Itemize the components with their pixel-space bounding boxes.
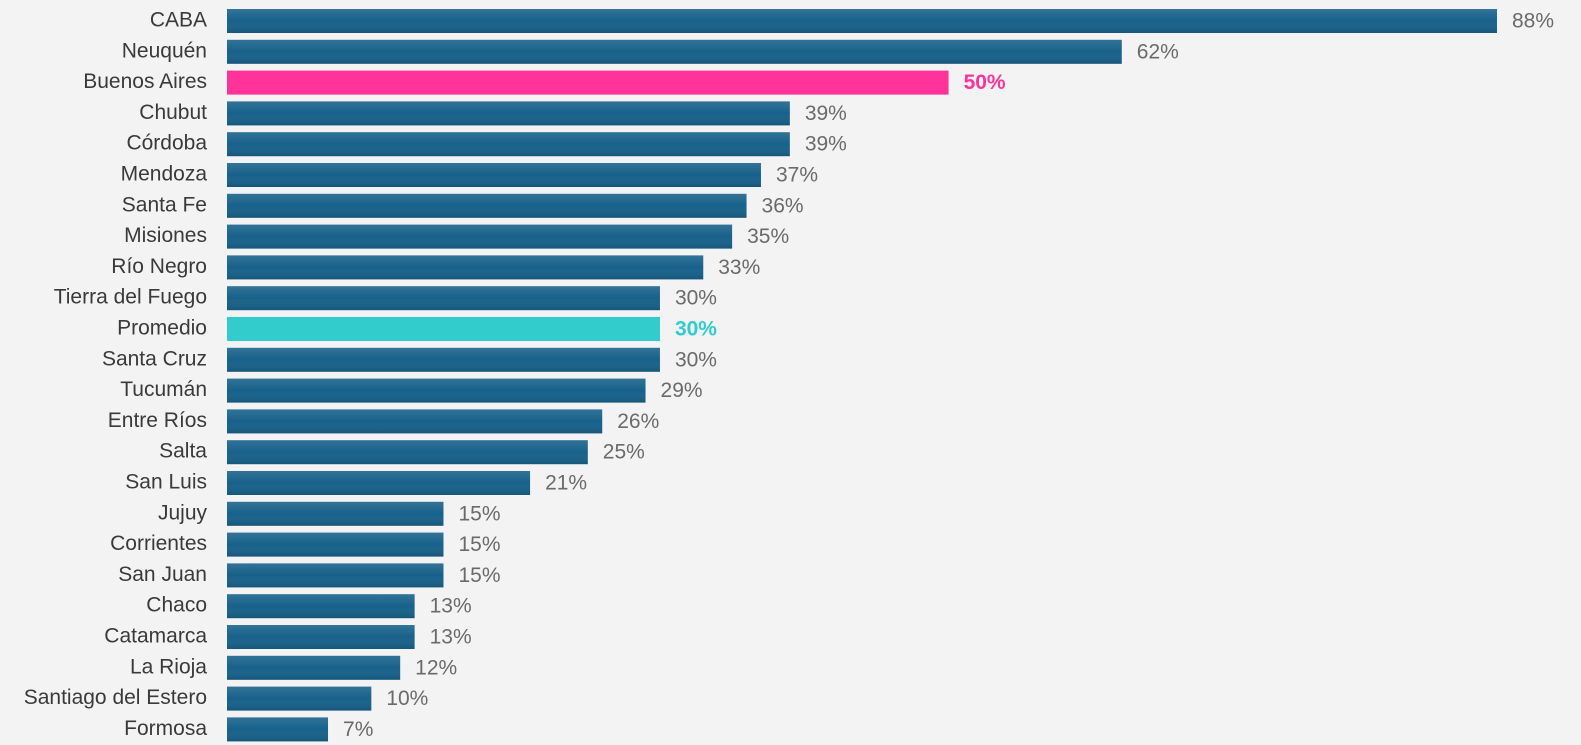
value-label: 13% bbox=[430, 626, 472, 649]
category-label: San Juan bbox=[118, 563, 207, 586]
value-label: 15% bbox=[458, 533, 500, 556]
category-label: Río Negro bbox=[111, 255, 207, 278]
bar bbox=[227, 9, 1497, 33]
value-label: 30% bbox=[675, 287, 717, 310]
bar bbox=[227, 533, 443, 557]
category-label: Santa Fe bbox=[122, 193, 207, 216]
page: {"chart_data": {"type": "bar", "orientat… bbox=[0, 0, 1581, 745]
bar bbox=[227, 625, 415, 649]
bar bbox=[227, 286, 660, 310]
category-label: Córdoba bbox=[126, 132, 207, 155]
bar bbox=[227, 71, 949, 95]
value-label: 36% bbox=[762, 194, 804, 217]
category-label: La Rioja bbox=[130, 655, 207, 678]
category-label: Jujuy bbox=[158, 501, 208, 524]
bar bbox=[227, 132, 790, 156]
category-label: Neuquén bbox=[122, 39, 207, 62]
value-label: 15% bbox=[458, 502, 500, 525]
category-label: Salta bbox=[159, 440, 207, 463]
category-label: San Luis bbox=[125, 471, 207, 494]
value-label: 37% bbox=[776, 164, 818, 187]
value-label: 30% bbox=[675, 318, 717, 341]
bar bbox=[227, 255, 703, 279]
bar bbox=[227, 225, 732, 249]
category-label: Chubut bbox=[139, 101, 207, 124]
category-label: Tierra del Fuego bbox=[54, 286, 207, 309]
value-label: 33% bbox=[718, 256, 760, 279]
chart: CABA 88% Neuquén 62% Buenos Aires 50% Chubut 39… bbox=[0, 0, 1581, 745]
value-label: 13% bbox=[430, 595, 472, 618]
bar bbox=[227, 348, 660, 372]
value-label: 29% bbox=[661, 379, 703, 402]
value-label: 10% bbox=[386, 687, 428, 710]
bar bbox=[227, 687, 371, 711]
value-label: 62% bbox=[1137, 40, 1179, 63]
bar bbox=[227, 40, 1122, 64]
category-label: Promedio bbox=[117, 317, 207, 340]
bar bbox=[227, 379, 646, 403]
bar bbox=[227, 502, 443, 526]
value-label: 21% bbox=[545, 472, 587, 495]
bar bbox=[227, 317, 660, 341]
value-label: 26% bbox=[617, 410, 659, 433]
bar bbox=[227, 409, 602, 433]
bar bbox=[227, 194, 747, 218]
category-label: Santiago del Estero bbox=[24, 686, 207, 709]
category-label: Corrientes bbox=[110, 532, 207, 555]
bar bbox=[227, 563, 443, 587]
category-label: Buenos Aires bbox=[83, 70, 207, 93]
value-label: 25% bbox=[603, 441, 645, 464]
category-label: Mendoza bbox=[121, 163, 208, 186]
bar bbox=[227, 656, 400, 680]
bar bbox=[227, 471, 530, 495]
value-label: 88% bbox=[1512, 10, 1554, 33]
category-label: Chaco bbox=[146, 594, 207, 617]
value-label: 7% bbox=[343, 718, 373, 741]
bar bbox=[227, 101, 790, 125]
value-label: 35% bbox=[747, 225, 789, 248]
category-label: Santa Cruz bbox=[102, 347, 207, 370]
value-label: 30% bbox=[675, 348, 717, 371]
bar bbox=[227, 594, 415, 618]
category-label: Catamarca bbox=[104, 625, 207, 648]
bar bbox=[227, 163, 761, 187]
value-label: 39% bbox=[805, 102, 847, 125]
category-label: Misiones bbox=[124, 224, 207, 247]
bar bbox=[227, 440, 588, 464]
category-label: Tucumán bbox=[120, 378, 207, 401]
value-label: 15% bbox=[458, 564, 500, 587]
value-label: 12% bbox=[415, 656, 457, 679]
value-label: 39% bbox=[805, 133, 847, 156]
category-label: Entre Ríos bbox=[108, 409, 207, 432]
category-label: Formosa bbox=[124, 717, 207, 740]
category-label: CABA bbox=[150, 9, 207, 32]
bar bbox=[227, 717, 328, 741]
value-label: 50% bbox=[964, 71, 1006, 94]
